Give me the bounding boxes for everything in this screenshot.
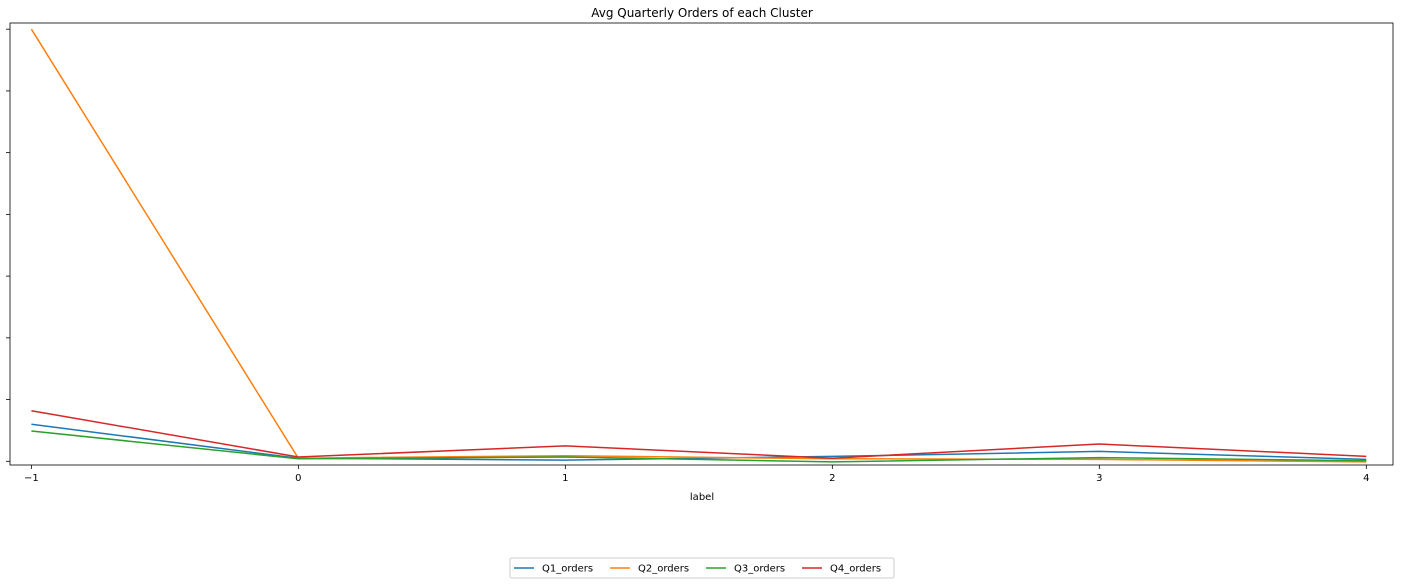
legend: Q1_orders Q2_orders Q3_orders Q4_orders [509,557,895,579]
x-tick-label: 4 [1363,473,1369,484]
series-line-q3-orders [31,430,1367,463]
x-axis-label: label [690,492,714,503]
x-tick-label: 1 [562,473,568,484]
legend-entry-label: Q1_orders [542,564,593,575]
series-line-q4-orders [31,409,1367,459]
legend-entry-label: Q2_orders [638,564,689,575]
axes-frame [9,22,1394,466]
x-tick-label: −1 [24,473,39,484]
series-line-q1-orders [31,423,1367,461]
chart-title: Avg Quarterly Orders of each Cluster [591,6,813,20]
plot-area: −1 0 1 2 3 4 [6,22,1394,484]
x-tick-label: 0 [295,473,301,484]
x-tick-label: 2 [829,473,835,484]
legend-entry-label: Q4_orders [830,564,881,575]
x-tick-label: 3 [1096,473,1102,484]
series-line-q2-orders [30,28,1367,463]
legend-entry-label: Q3_orders [734,564,785,575]
legend-box [509,557,895,579]
